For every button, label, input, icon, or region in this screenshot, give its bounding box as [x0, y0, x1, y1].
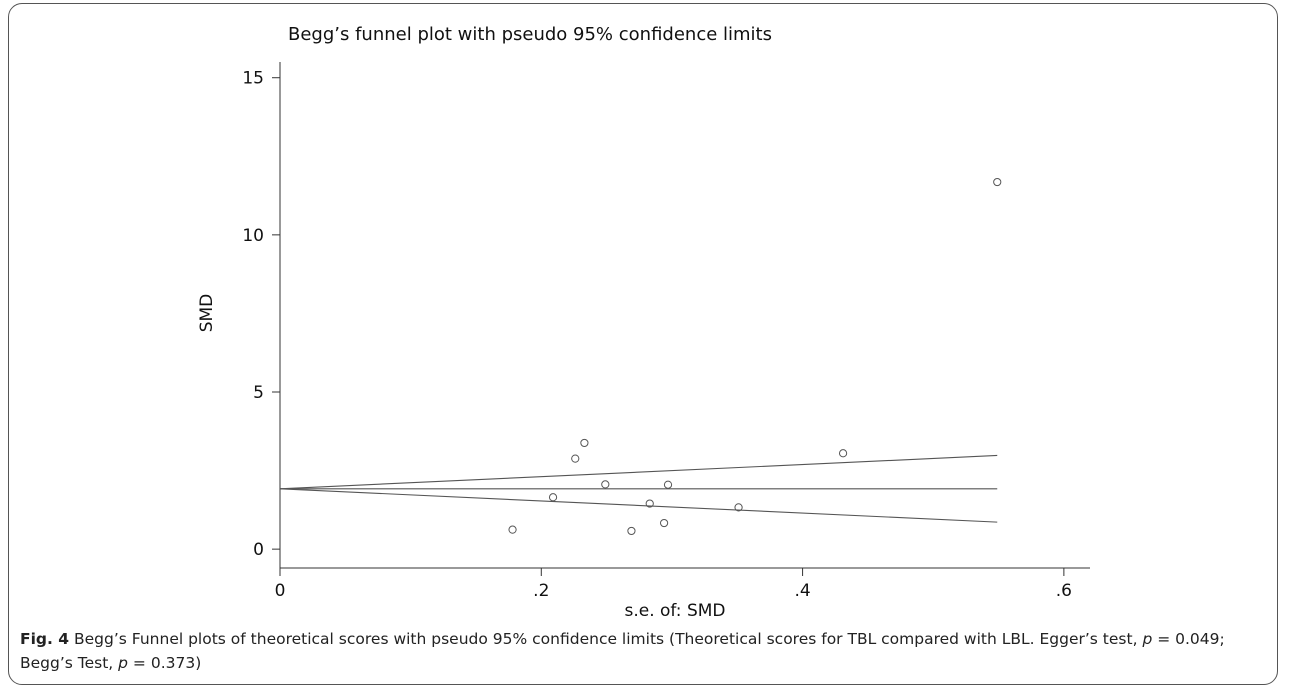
data-points	[509, 178, 1001, 534]
data-point	[602, 481, 609, 488]
x-tick-label: 0	[275, 581, 286, 601]
data-point	[509, 526, 516, 533]
y-tick-label: 10	[242, 226, 264, 246]
data-point	[572, 455, 579, 462]
caption-text: Begg’s Funnel plots of theoretical score…	[69, 630, 1142, 648]
confidence-line	[280, 455, 997, 488]
y-tick-label: 15	[242, 69, 264, 89]
figure-caption: Fig. 4 Begg’s Funnel plots of theoretica…	[20, 627, 1270, 675]
caption-label: Fig. 4	[20, 630, 69, 648]
caption-p1-symbol: p	[1142, 630, 1152, 648]
data-point	[549, 494, 556, 501]
data-point	[660, 519, 667, 526]
data-point	[839, 450, 846, 457]
x-tick-label: .4	[794, 581, 810, 601]
caption-p2-symbol: p	[118, 654, 128, 672]
confidence-lines	[280, 455, 997, 522]
data-point	[994, 178, 1001, 185]
chart-title: Begg’s funnel plot with pseudo 95% confi…	[288, 24, 772, 45]
y-tick-label: 0	[253, 540, 264, 560]
confidence-line	[280, 489, 997, 522]
data-point	[664, 481, 671, 488]
x-tick-label: .6	[1056, 581, 1072, 601]
y-tick-label: 5	[253, 383, 264, 403]
y-axis-label: SMD	[197, 294, 217, 333]
x-tick-label: .2	[533, 581, 549, 601]
caption-p2-value: = 0.373)	[128, 654, 201, 672]
data-point	[581, 439, 588, 446]
data-point	[628, 527, 635, 534]
x-axis-label: s.e. of: SMD	[625, 601, 726, 621]
